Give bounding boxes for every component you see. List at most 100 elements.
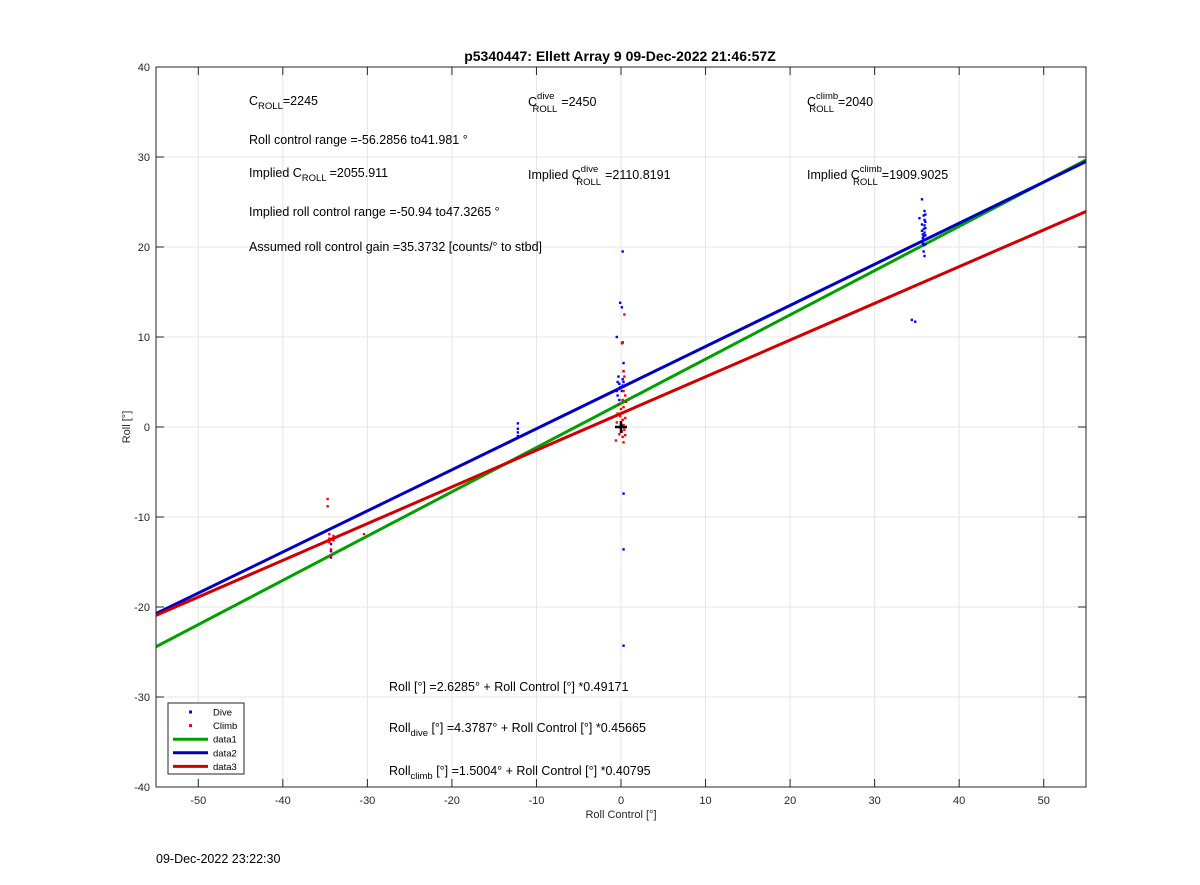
point-climb bbox=[617, 403, 620, 406]
point-dive bbox=[621, 250, 624, 253]
point-dive bbox=[922, 227, 925, 231]
point-dive bbox=[920, 223, 924, 226]
legend-label-data1: data1 bbox=[213, 735, 237, 746]
y-tick-label: -40 bbox=[134, 782, 150, 794]
point-climb bbox=[618, 433, 621, 436]
point-dive bbox=[622, 380, 625, 384]
point-dive bbox=[924, 226, 927, 230]
point-dive bbox=[622, 385, 625, 388]
y-tick-label: 30 bbox=[138, 152, 150, 164]
point-dive bbox=[516, 427, 520, 430]
fit-line-data3 bbox=[155, 210, 1087, 617]
point-dive bbox=[622, 361, 625, 365]
point-dive bbox=[923, 224, 926, 227]
point-climb bbox=[328, 537, 331, 540]
point-climb bbox=[623, 313, 626, 316]
annotation-c-roll-climb: Cclimb ROLL=2040 bbox=[807, 91, 873, 115]
x-tick-label: -50 bbox=[190, 795, 206, 807]
point-dive bbox=[618, 301, 622, 304]
x-tick-label: 40 bbox=[953, 795, 965, 807]
point-dive bbox=[620, 306, 624, 309]
point-dive bbox=[920, 198, 924, 201]
point-dive bbox=[516, 434, 520, 438]
x-axis-label: Roll Control [°] bbox=[585, 809, 656, 821]
point-dive bbox=[622, 548, 625, 551]
point-climb bbox=[624, 416, 627, 420]
x-tick-label: 0 bbox=[618, 795, 624, 807]
point-dive bbox=[924, 243, 927, 246]
annotation-c-roll: CROLL=2245 bbox=[249, 94, 318, 112]
point-climb bbox=[329, 548, 333, 551]
annotation-fit-all: Roll [°] =2.6285° + Roll Control [°] *0.… bbox=[389, 680, 628, 694]
point-climb bbox=[623, 428, 626, 431]
point-dive bbox=[616, 380, 619, 384]
annotation-gain: Assumed roll control gain =35.3732 [coun… bbox=[249, 240, 542, 254]
point-climb bbox=[620, 342, 624, 345]
point-climb bbox=[621, 418, 624, 421]
point-dive bbox=[924, 234, 927, 237]
x-tick-label: 20 bbox=[784, 795, 796, 807]
point-dive bbox=[615, 335, 618, 339]
point-dive bbox=[923, 254, 926, 258]
point-climb bbox=[622, 424, 625, 427]
footer-timestamp: 09-Dec-2022 23:22:30 bbox=[156, 852, 281, 866]
point-climb bbox=[624, 400, 628, 403]
point-dive bbox=[910, 318, 914, 322]
point-dive bbox=[622, 644, 625, 647]
point-climb bbox=[615, 421, 618, 424]
point-dive bbox=[921, 236, 925, 240]
point-climb bbox=[614, 439, 618, 442]
annotation-fit-climb: Rollclimb [°] =1.5004° + Roll Control [°… bbox=[389, 764, 651, 782]
point-dive bbox=[516, 422, 520, 425]
x-tick-label: 50 bbox=[1038, 795, 1050, 807]
point-climb bbox=[328, 532, 331, 536]
point-climb bbox=[623, 375, 626, 378]
point-dive bbox=[620, 389, 624, 393]
x-tick-label: -10 bbox=[529, 795, 545, 807]
point-dive bbox=[924, 220, 927, 223]
annotation-c-roll-dive: Cdive ROLL=2450 bbox=[528, 91, 596, 115]
data-points bbox=[326, 198, 927, 647]
point-climb bbox=[332, 539, 335, 542]
legend-label-climb: Climb bbox=[213, 721, 237, 732]
point-dive bbox=[329, 556, 333, 559]
point-dive bbox=[616, 394, 619, 397]
point-climb bbox=[624, 433, 627, 437]
point-climb bbox=[332, 534, 335, 538]
point-dive bbox=[923, 218, 926, 222]
point-dive bbox=[920, 229, 924, 232]
annotation-implied-c-dive: Implied Cdive ROLL=2110.8191 bbox=[528, 164, 671, 188]
point-dive bbox=[618, 386, 622, 389]
point-dive bbox=[922, 214, 925, 217]
point-dive bbox=[618, 398, 621, 402]
annotation-implied-c-climb: Implied Cclimb ROLL=1909.9025 bbox=[807, 164, 948, 188]
annotation-fit-dive: Rolldive [°] =4.3787° + Roll Control [°]… bbox=[389, 721, 646, 739]
point-climb bbox=[616, 412, 619, 415]
y-axis-label: Roll [°] bbox=[121, 411, 133, 444]
point-dive bbox=[615, 389, 618, 393]
point-dive bbox=[923, 231, 926, 234]
point-climb bbox=[362, 532, 366, 536]
y-tick-label: 40 bbox=[138, 62, 150, 74]
point-dive bbox=[622, 492, 625, 495]
y-tick-label: -20 bbox=[134, 602, 150, 614]
point-climb bbox=[624, 394, 627, 397]
legend-swatch-climb bbox=[189, 724, 192, 728]
y-tick-label: 0 bbox=[144, 422, 150, 434]
x-tick-label: -20 bbox=[444, 795, 460, 807]
point-climb bbox=[618, 415, 622, 418]
point-dive bbox=[621, 378, 624, 381]
point-climb bbox=[326, 505, 329, 508]
point-climb bbox=[621, 398, 624, 402]
legend-label-data2: data2 bbox=[213, 748, 237, 759]
point-dive bbox=[922, 250, 925, 253]
point-dive bbox=[923, 238, 926, 241]
point-dive bbox=[914, 320, 917, 323]
point-dive bbox=[329, 550, 333, 553]
legend: Dive Climb data1 data2 data3 bbox=[167, 702, 245, 775]
point-climb bbox=[328, 541, 331, 544]
annotation-implied-range: Implied roll control range =-50.94 to47.… bbox=[249, 205, 500, 219]
point-climb bbox=[622, 441, 625, 444]
legend-label-dive: Dive bbox=[213, 708, 232, 719]
